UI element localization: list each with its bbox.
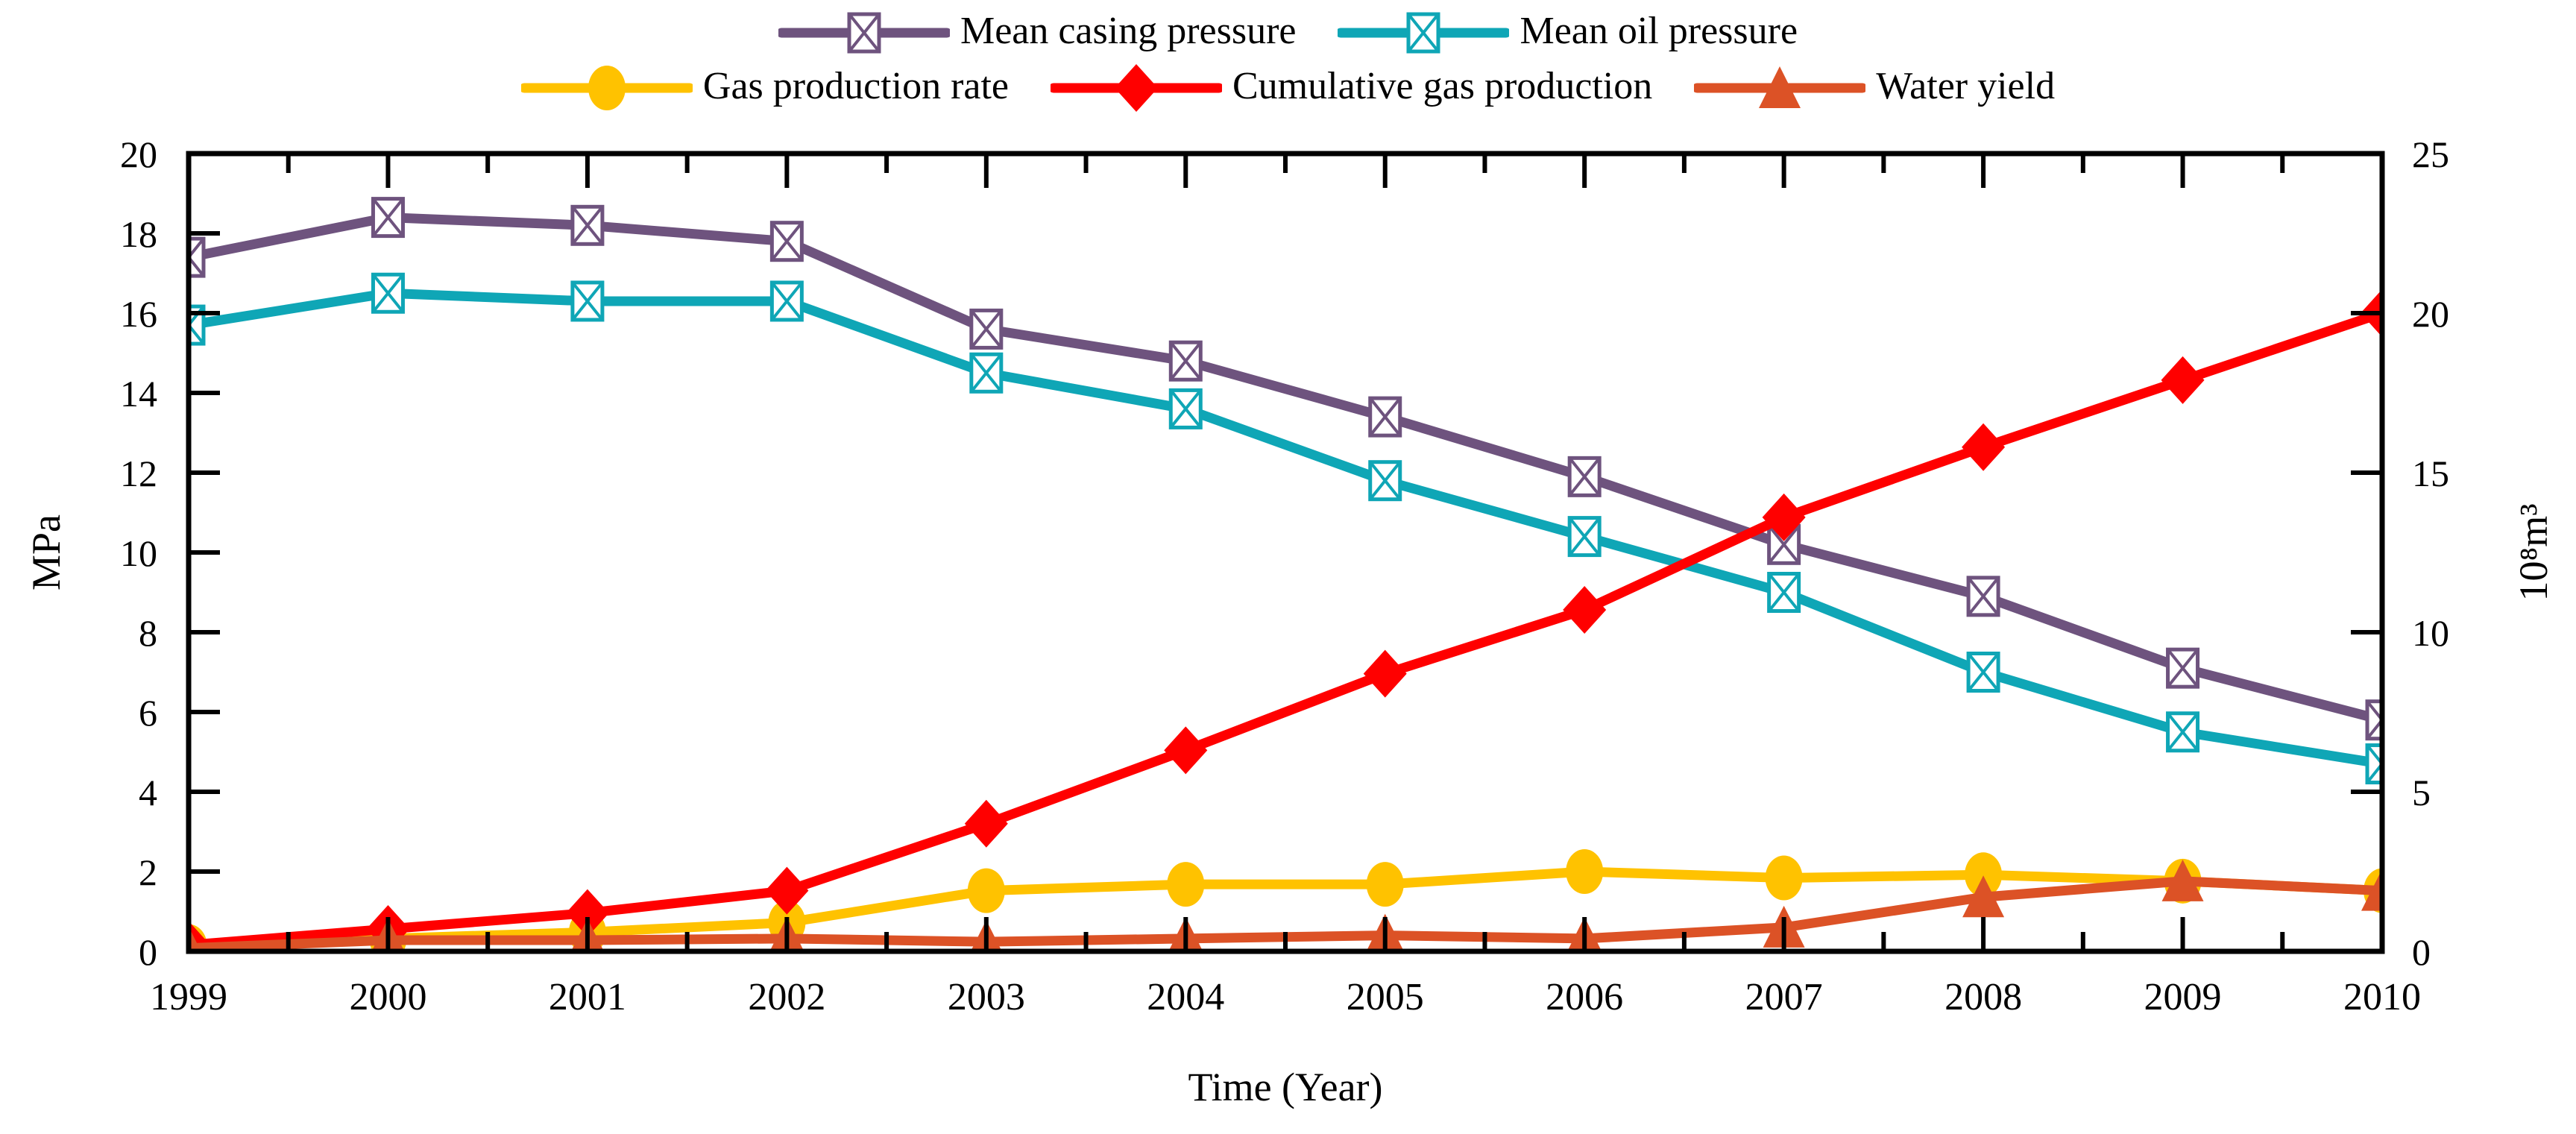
svg-text:10: 10 [120,532,157,574]
svg-text:25: 25 [2412,133,2449,175]
legend-label: Gas production rate [702,65,1009,108]
svg-text:12: 12 [120,453,157,494]
svg-text:20: 20 [2412,293,2449,335]
legend-label: Water yield [1876,65,2056,108]
legend-row-1: Mean casing pressure Mean oil pressure [778,4,1798,58]
series-0 [189,197,2382,741]
svg-text:4: 4 [139,772,157,813]
legend-item-gas-production-rate: Gas production rate [520,60,1009,113]
svg-text:2000: 2000 [349,976,426,1018]
series-1 [189,272,2382,785]
svg-text:0: 0 [139,931,157,973]
svg-text:20: 20 [120,133,157,175]
right-axis-title: 10⁸m³ [2511,503,2556,602]
series-group [189,197,2382,951]
circle-marker-icon [520,66,693,110]
svg-text:2004: 2004 [1147,976,1224,1018]
series-3 [189,289,2382,951]
svg-text:8: 8 [139,612,157,654]
svg-text:2003: 2003 [948,976,1025,1018]
svg-text:10: 10 [2412,612,2449,654]
svg-text:6: 6 [139,692,157,734]
svg-text:2009: 2009 [2144,976,2222,1018]
legend-item-cumulative-gas-production: Cumulative gas production [1051,60,1652,113]
x-axis-title: Time (Year) [1188,1065,1383,1109]
svg-text:2001: 2001 [549,976,626,1018]
triangle-marker-icon [1694,66,1866,108]
svg-text:2002: 2002 [748,976,825,1018]
svg-text:14: 14 [120,373,157,415]
legend-item-water-yield: Water yield [1694,60,2055,113]
svg-text:2: 2 [139,851,157,893]
svg-text:16: 16 [120,293,157,335]
chart-legend: Mean casing pressure Mean oil pressure G… [0,4,2576,113]
left-axis-title: MPa [24,514,69,591]
svg-text:18: 18 [120,213,157,255]
svg-text:1999: 1999 [150,976,227,1018]
svg-text:2006: 2006 [1546,976,1623,1018]
svg-text:2010: 2010 [2343,976,2421,1018]
svg-text:2007: 2007 [1745,976,1823,1018]
legend-label: Mean oil pressure [1520,10,1798,53]
legend-label: Cumulative gas production [1232,65,1653,108]
svg-text:15: 15 [2412,453,2449,494]
crossed-square-marker-icon [1338,12,1510,54]
legend-item-mean-oil-pressure: Mean oil pressure [1338,4,1798,58]
svg-text:5: 5 [2412,772,2431,813]
svg-text:2005: 2005 [1347,976,1424,1018]
legend-label: Mean casing pressure [960,10,1297,53]
diamond-marker-icon [1051,64,1222,112]
svg-text:0: 0 [2412,931,2431,973]
svg-text:2008: 2008 [1944,976,2022,1018]
legend-row-2: Gas production rate Cumulative gas produ… [520,60,2055,113]
crossed-square-marker-icon [778,12,950,54]
legend-item-mean-casing-pressure: Mean casing pressure [778,4,1297,58]
